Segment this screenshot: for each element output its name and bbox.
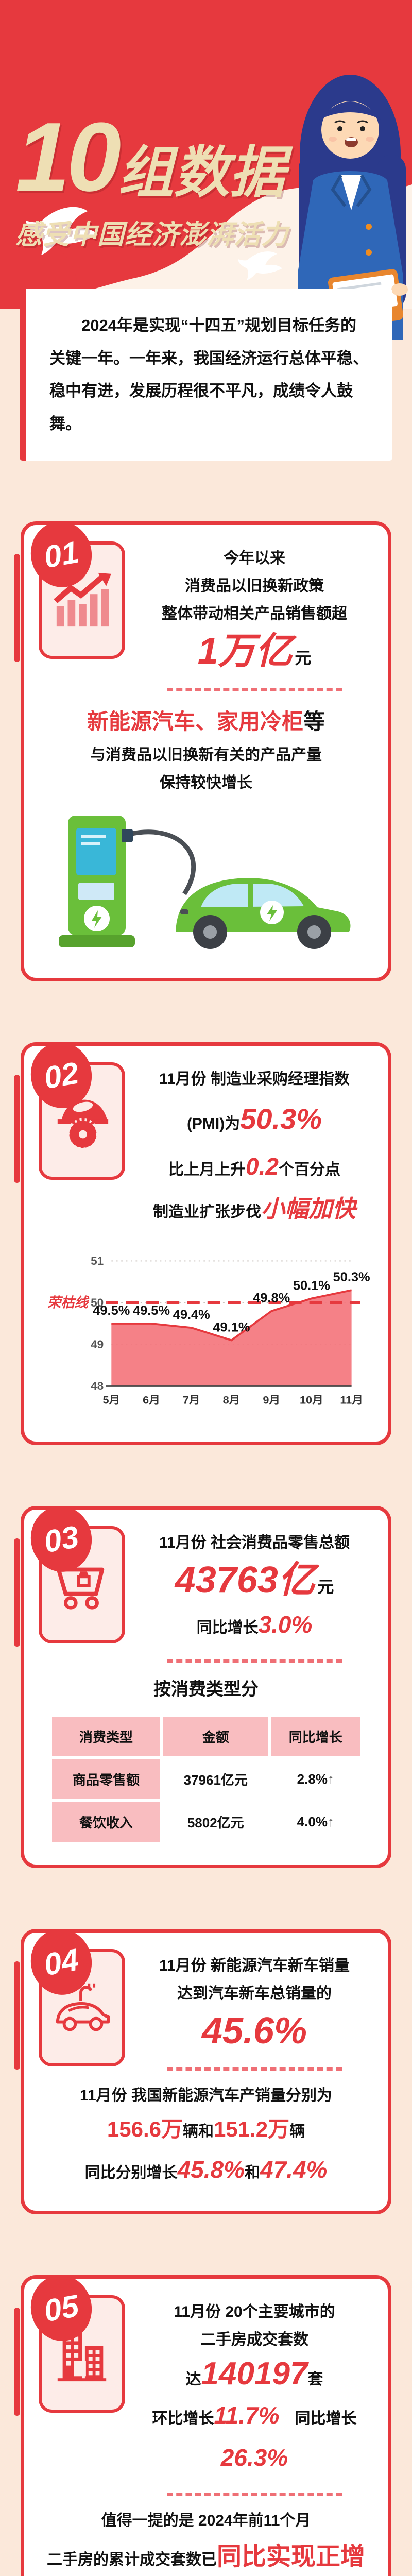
dashed-divider bbox=[167, 2067, 342, 2071]
s05-line2: 二手房成交套数 bbox=[200, 2331, 308, 2349]
svg-text:9月: 9月 bbox=[263, 1394, 280, 1406]
section-04: 04 11月份 新能源汽车新车销量 达到汽车 bbox=[0, 1924, 412, 2215]
s01-line1: 今年以来 bbox=[224, 550, 285, 567]
s02-line4: 制造业扩张步伐小幅加快 bbox=[153, 1195, 356, 1223]
svg-text:49.1%: 49.1% bbox=[213, 1320, 250, 1335]
hero-banner: 10 组数据 感受中国经济澎湃活力 bbox=[0, 0, 412, 340]
s01-line4: 与消费品以旧换新有关的产品产量 bbox=[90, 746, 322, 764]
s03-line1: 11月份 社会消费品零售总额 bbox=[159, 1534, 350, 1551]
s01-highlight: 新能源汽车、家用冷柜等 bbox=[87, 709, 325, 734]
svg-text:50: 50 bbox=[91, 1296, 104, 1309]
svg-text:50.3%: 50.3% bbox=[333, 1270, 370, 1284]
section-02-card: 11月份 制造业采购经理指数 (PMI)为50.3% 比上月上升0.2个百分点 … bbox=[14, 1042, 391, 1445]
svg-text:7月: 7月 bbox=[183, 1394, 200, 1406]
s01-big-value: 1万亿 元 bbox=[197, 631, 312, 672]
s04-line5: 同比分别增长45.8%和47.4% bbox=[84, 2156, 328, 2183]
hero-title: 10 组数据 感受中国经济澎湃活力 bbox=[15, 103, 289, 251]
s05-line1: 11月份 20个主要城市的 bbox=[174, 2303, 335, 2321]
svg-text:11月: 11月 bbox=[340, 1394, 363, 1406]
s04-line4: 156.6万辆和151.2万辆 bbox=[107, 2116, 305, 2141]
dashed-divider bbox=[167, 2493, 342, 2496]
dashed-divider bbox=[167, 1659, 342, 1663]
s04-line3: 11月份 我国新能源汽车产销量分别为 bbox=[79, 2087, 333, 2104]
s02-line3: 比上月上升0.2个百分点 bbox=[168, 1153, 340, 1180]
section-02: 02 11月份 制造业采购经理指数 (PMI bbox=[0, 1037, 412, 1445]
pmi-area-chart: 48 49 50 51 荣枯线 49.5% 49.5% 49.4% 49.1% 49.8% 50.1… bbox=[39, 1240, 373, 1422]
s01-line5: 保持较快增长 bbox=[160, 774, 252, 791]
s05-line4: 环比增长11.7% 同比增长26.3% bbox=[152, 2401, 357, 2471]
svg-text:51: 51 bbox=[91, 1255, 104, 1267]
s04-big-value: 45.6% bbox=[201, 2010, 307, 2052]
intro-text: 2024年是实现“十四五”规划目标任务的关键一年。一年来，我国经济运行总体平稳、… bbox=[49, 316, 369, 433]
hero-title-number: 10 bbox=[15, 103, 121, 212]
s04-line1: 11月份 新能源汽车新车销量 bbox=[159, 1957, 350, 1974]
section-03-card: 11月份 社会消费品零售总额 43763亿 元 同比增长3.0% 按消费类型分 … bbox=[14, 1505, 391, 1868]
svg-text:5月: 5月 bbox=[102, 1394, 120, 1406]
svg-text:49.5%: 49.5% bbox=[93, 1303, 130, 1318]
s01-line3: 整体带动相关产品销售额超 bbox=[162, 605, 347, 623]
svg-text:48: 48 bbox=[91, 1380, 104, 1393]
s03-big-value: 43763亿 元 bbox=[175, 1559, 334, 1601]
table-header-row: 消费类型 金额 同比增长 bbox=[52, 1716, 360, 1756]
s05-line6: 二手房的累计成交套数已同比实现正增长 bbox=[46, 2543, 365, 2571]
svg-text:10月: 10月 bbox=[300, 1394, 323, 1406]
svg-text:50.1%: 50.1% bbox=[293, 1279, 330, 1293]
intro-card: 2024年是实现“十四五”规划目标任务的关键一年。一年来，我国经济运行总体平稳、… bbox=[20, 289, 392, 461]
section-03: 03 11月份 社会消费品零售总额 4376 bbox=[0, 1501, 412, 1868]
svg-text:49: 49 bbox=[91, 1338, 104, 1351]
svg-text:49.8%: 49.8% bbox=[253, 1291, 290, 1306]
s04-line2: 达到汽车新车总销量的 bbox=[177, 1985, 332, 2002]
dashed-divider bbox=[167, 688, 342, 691]
svg-text:荣枯线: 荣枯线 bbox=[47, 1295, 90, 1310]
s01-line2: 消费品以旧换新政策 bbox=[185, 578, 324, 595]
s05-line3: 达140197套 bbox=[185, 2356, 323, 2392]
table-row: 餐饮收入 5802亿元 4.0%↑ bbox=[52, 1802, 360, 1842]
svg-text:49.4%: 49.4% bbox=[173, 1308, 210, 1322]
section-01: 01 今年以来 消费品以旧换新政策 bbox=[0, 516, 412, 981]
red-wave-background bbox=[0, 0, 412, 309]
s03-line2: 同比增长3.0% bbox=[196, 1611, 313, 1638]
hero-title-suffix: 组数据 bbox=[118, 141, 285, 204]
s03-subtitle: 按消费类型分 bbox=[153, 1679, 259, 1699]
section-01-card: 今年以来 消费品以旧换新政策 整体带动相关产品销售额超 1万亿 元 新能源汽车、… bbox=[14, 521, 391, 981]
hero-title-line2: 感受中国经济澎湃活力 bbox=[15, 219, 289, 250]
section-05: 05 bbox=[0, 2270, 412, 2576]
svg-text:6月: 6月 bbox=[143, 1394, 160, 1406]
retail-table: 消费类型 金额 同比增长 商品零售额 37961亿元 2.8%↑ 餐饮收入 58… bbox=[48, 1713, 364, 1845]
svg-text:49.5%: 49.5% bbox=[133, 1303, 170, 1318]
s05-line5: 值得一提的是 2024年前11个月 bbox=[101, 2512, 311, 2530]
svg-text:8月: 8月 bbox=[223, 1394, 241, 1406]
s02-line1: 11月份 制造业采购经理指数 bbox=[159, 1070, 350, 1088]
dove-icon bbox=[26, 207, 282, 280]
ev-charging-illustration bbox=[39, 806, 373, 958]
table-row: 商品零售额 37961亿元 2.8%↑ bbox=[52, 1759, 360, 1799]
s02-line2: (PMI)为50.3% bbox=[186, 1102, 322, 1135]
